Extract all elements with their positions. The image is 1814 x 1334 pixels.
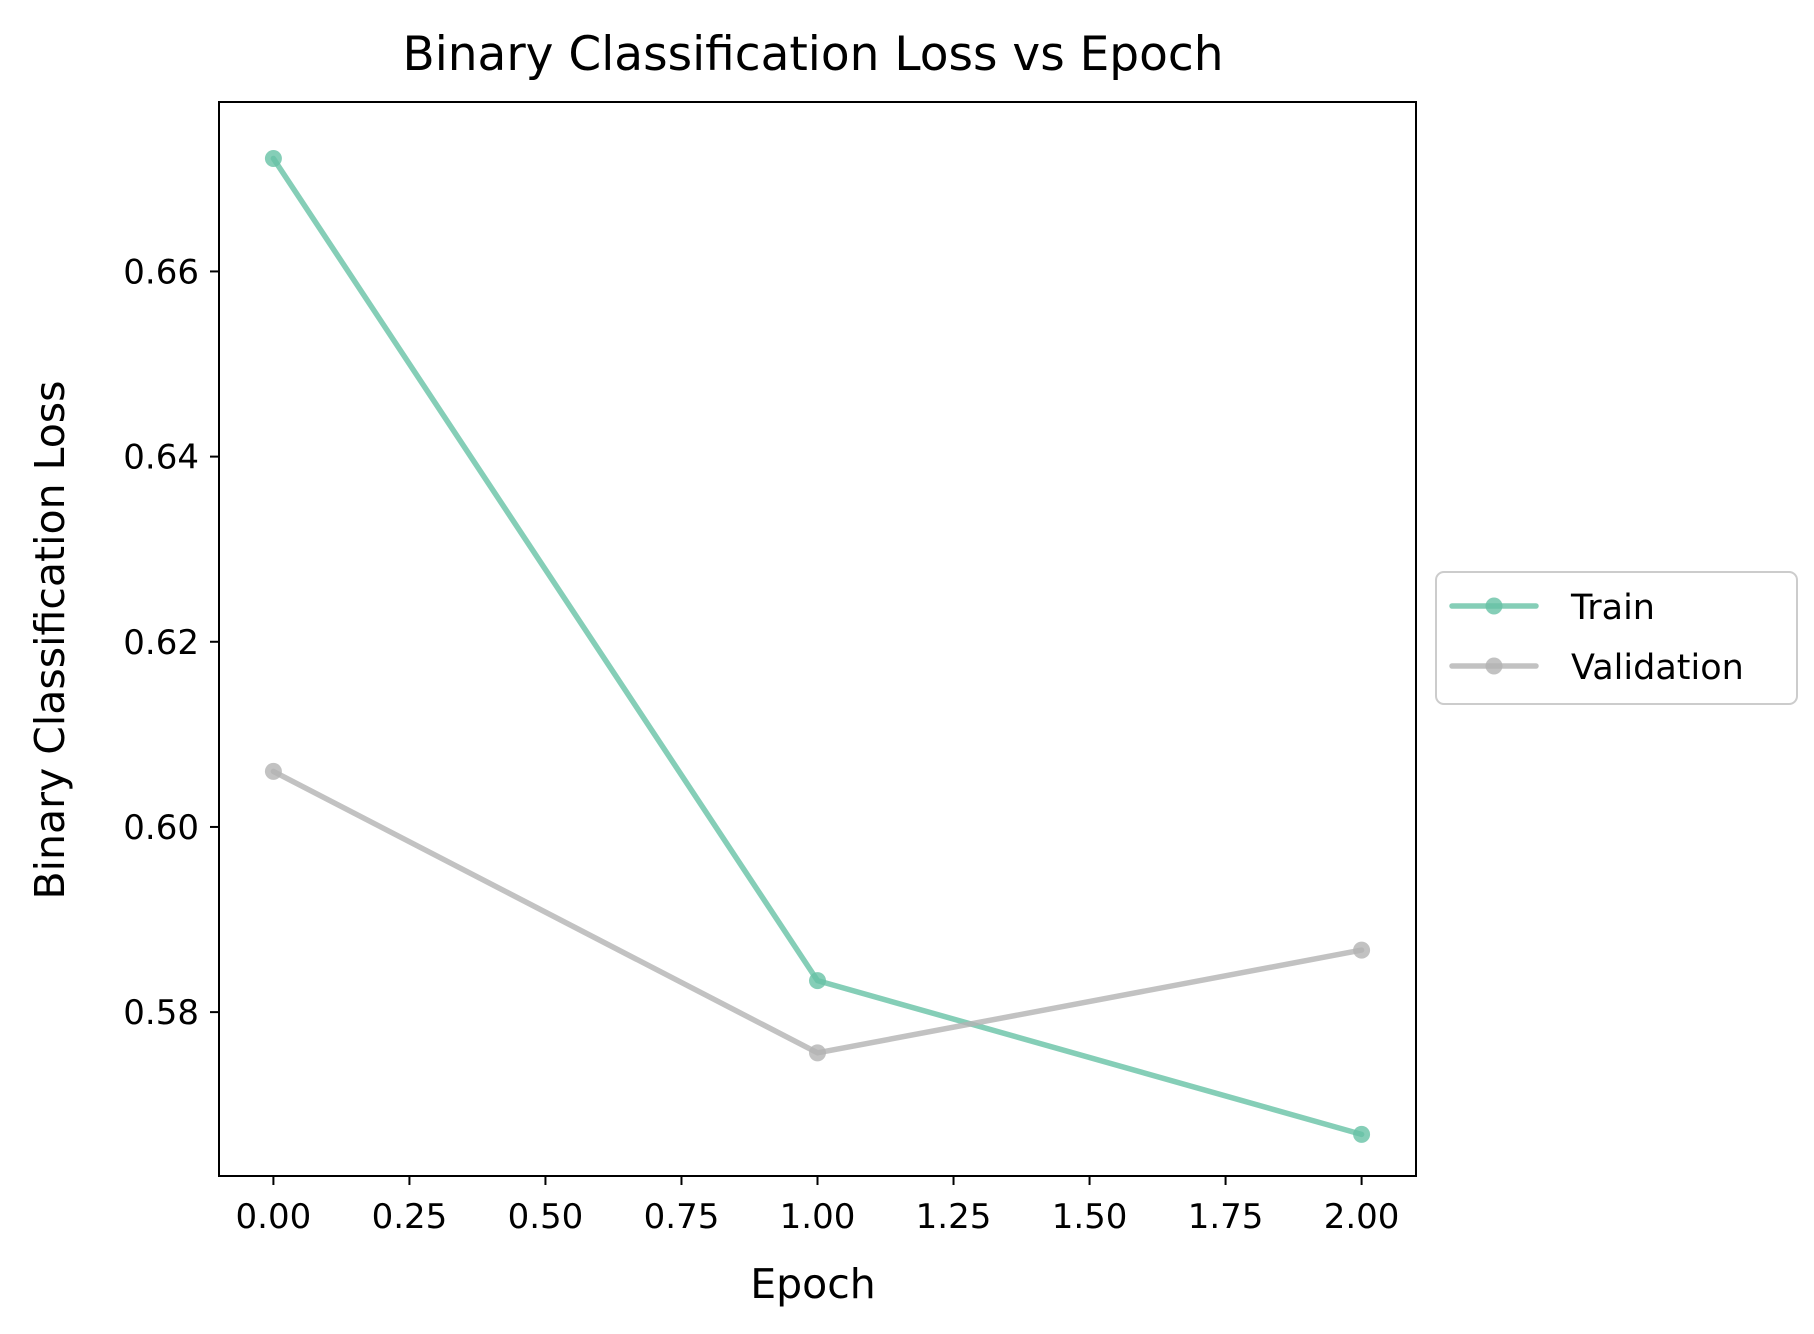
legend-label-validation: Validation (1571, 648, 1744, 688)
y-axis-label: Binary Classification Loss (26, 380, 74, 899)
x-tick-label-8: 2.00 (1324, 1197, 1400, 1237)
x-tick-label-3: 0.75 (644, 1197, 720, 1237)
data-point-train-1 (809, 972, 826, 990)
legend-entry-train: Train (1449, 588, 1655, 628)
data-point-validation-2 (1353, 941, 1371, 959)
x-tick-label-0: 0.00 (236, 1197, 312, 1237)
x-tick-label-4: 1.00 (780, 1197, 856, 1237)
x-tick-label-5: 1.25 (916, 1197, 992, 1237)
data-point-validation-0 (264, 762, 282, 780)
series-line-validation (270, 768, 1365, 1056)
y-tick-label-3: 0.64 (123, 438, 199, 478)
y-tick-label-2: 0.62 (123, 623, 199, 663)
y-tick-label-1: 0.60 (123, 808, 199, 848)
x-tick-label-6: 1.50 (1052, 1197, 1128, 1237)
plot-layer (264, 149, 1371, 1143)
x-axis-label: Epoch (750, 1260, 876, 1308)
axes-layer: 0.00 0.25 0.50 0.75 1.00 1.25 1.50 1.75 2.00 0.58… (123, 101, 1417, 1237)
data-point-train-0 (264, 149, 282, 167)
chart-title: Binary Classification Loss vs Epoch (402, 27, 1223, 82)
y-tick-label-0: 0.58 (123, 993, 199, 1033)
x-tick-label-7: 1.75 (1188, 1197, 1264, 1237)
x-tick-label-1: 0.25 (372, 1197, 448, 1237)
plot-frame (218, 101, 1417, 1177)
data-point-validation-1 (809, 1044, 826, 1062)
legend-marker-train (1485, 597, 1503, 615)
x-tick-label-2: 0.50 (508, 1197, 584, 1237)
data-point-train-2 (1353, 1125, 1371, 1143)
legend-entry-validation: Validation (1449, 648, 1744, 688)
y-tick-label-4: 0.66 (123, 252, 199, 292)
legend-marker-validation (1485, 657, 1503, 675)
legend-label-train: Train (1570, 588, 1655, 628)
legend: Train Validation (1435, 571, 1798, 705)
